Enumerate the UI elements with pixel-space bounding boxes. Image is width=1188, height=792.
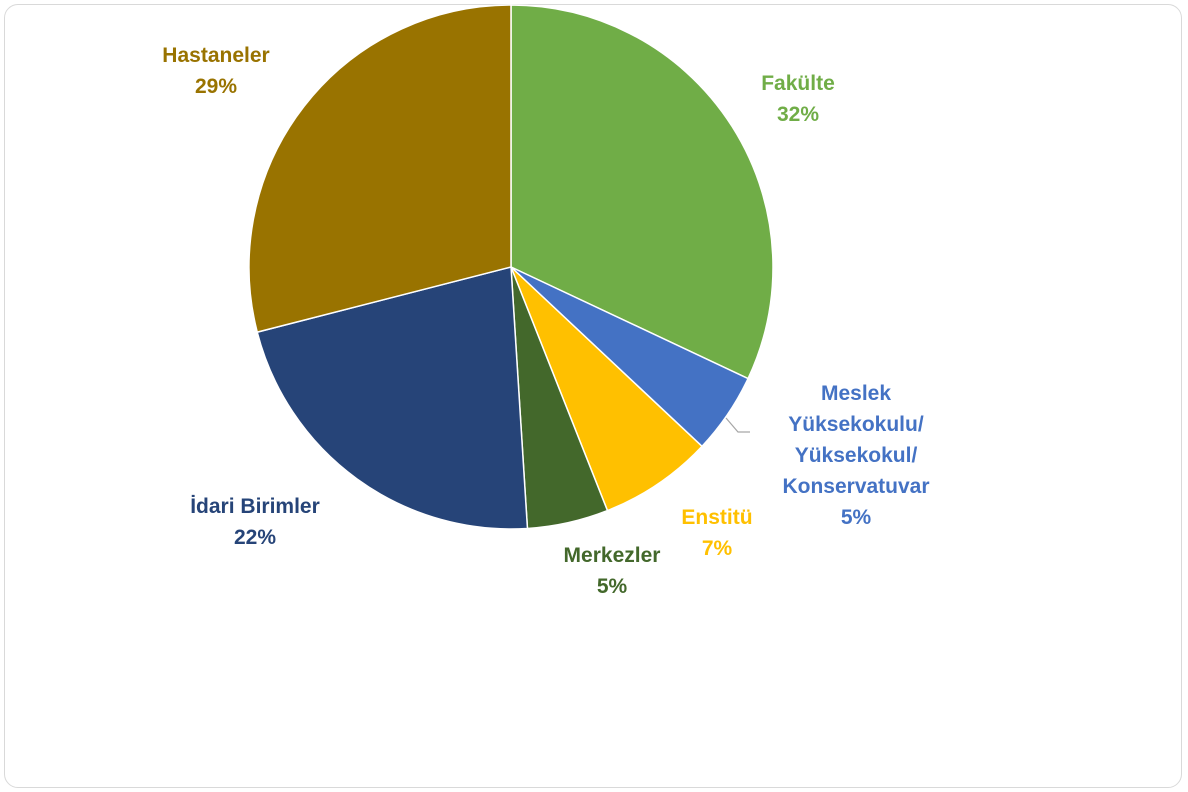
data-label-category: İdari Birimler bbox=[190, 495, 320, 518]
data-label-value: 32% bbox=[777, 103, 819, 126]
data-label-value: 7% bbox=[702, 537, 733, 560]
data-label-value: 5% bbox=[841, 506, 872, 529]
data-label-merkezler: Merkezler 5% bbox=[564, 544, 661, 598]
data-label-category: Yüksekokulu/ bbox=[788, 413, 924, 436]
data-label-hastaneler: Hastaneler 29% bbox=[162, 44, 269, 98]
data-label-category: Enstitü bbox=[681, 506, 752, 529]
data-label-category: Yüksekokul/ bbox=[795, 444, 918, 467]
data-label-category: Konservatuvar bbox=[782, 475, 929, 498]
data-label-category: Merkezler bbox=[564, 544, 661, 567]
data-label-idari: İdari Birimler 22% bbox=[190, 495, 320, 549]
data-label-value: 5% bbox=[597, 575, 628, 598]
pie-slice-fakulte bbox=[510, 4, 774, 380]
data-label-fakulte: Fakülte 32% bbox=[761, 72, 835, 126]
data-label-category: Fakülte bbox=[761, 72, 835, 95]
data-label-category: Hastaneler bbox=[162, 44, 269, 67]
pie-slice-enstitu bbox=[510, 266, 704, 512]
pie-slice-hastaneler bbox=[248, 4, 512, 334]
data-label-category: Meslek bbox=[821, 382, 891, 405]
leader-line-meslek bbox=[725, 417, 750, 433]
data-label-value: 22% bbox=[234, 526, 276, 549]
data-label-meslek: Meslek Yüksekokulu/Yüksekokul/Konservatuv… bbox=[782, 382, 929, 529]
pie-slice-idari bbox=[256, 266, 529, 530]
data-label-enstitu: Enstitü 7% bbox=[681, 506, 752, 560]
data-label-value: 29% bbox=[195, 75, 237, 98]
